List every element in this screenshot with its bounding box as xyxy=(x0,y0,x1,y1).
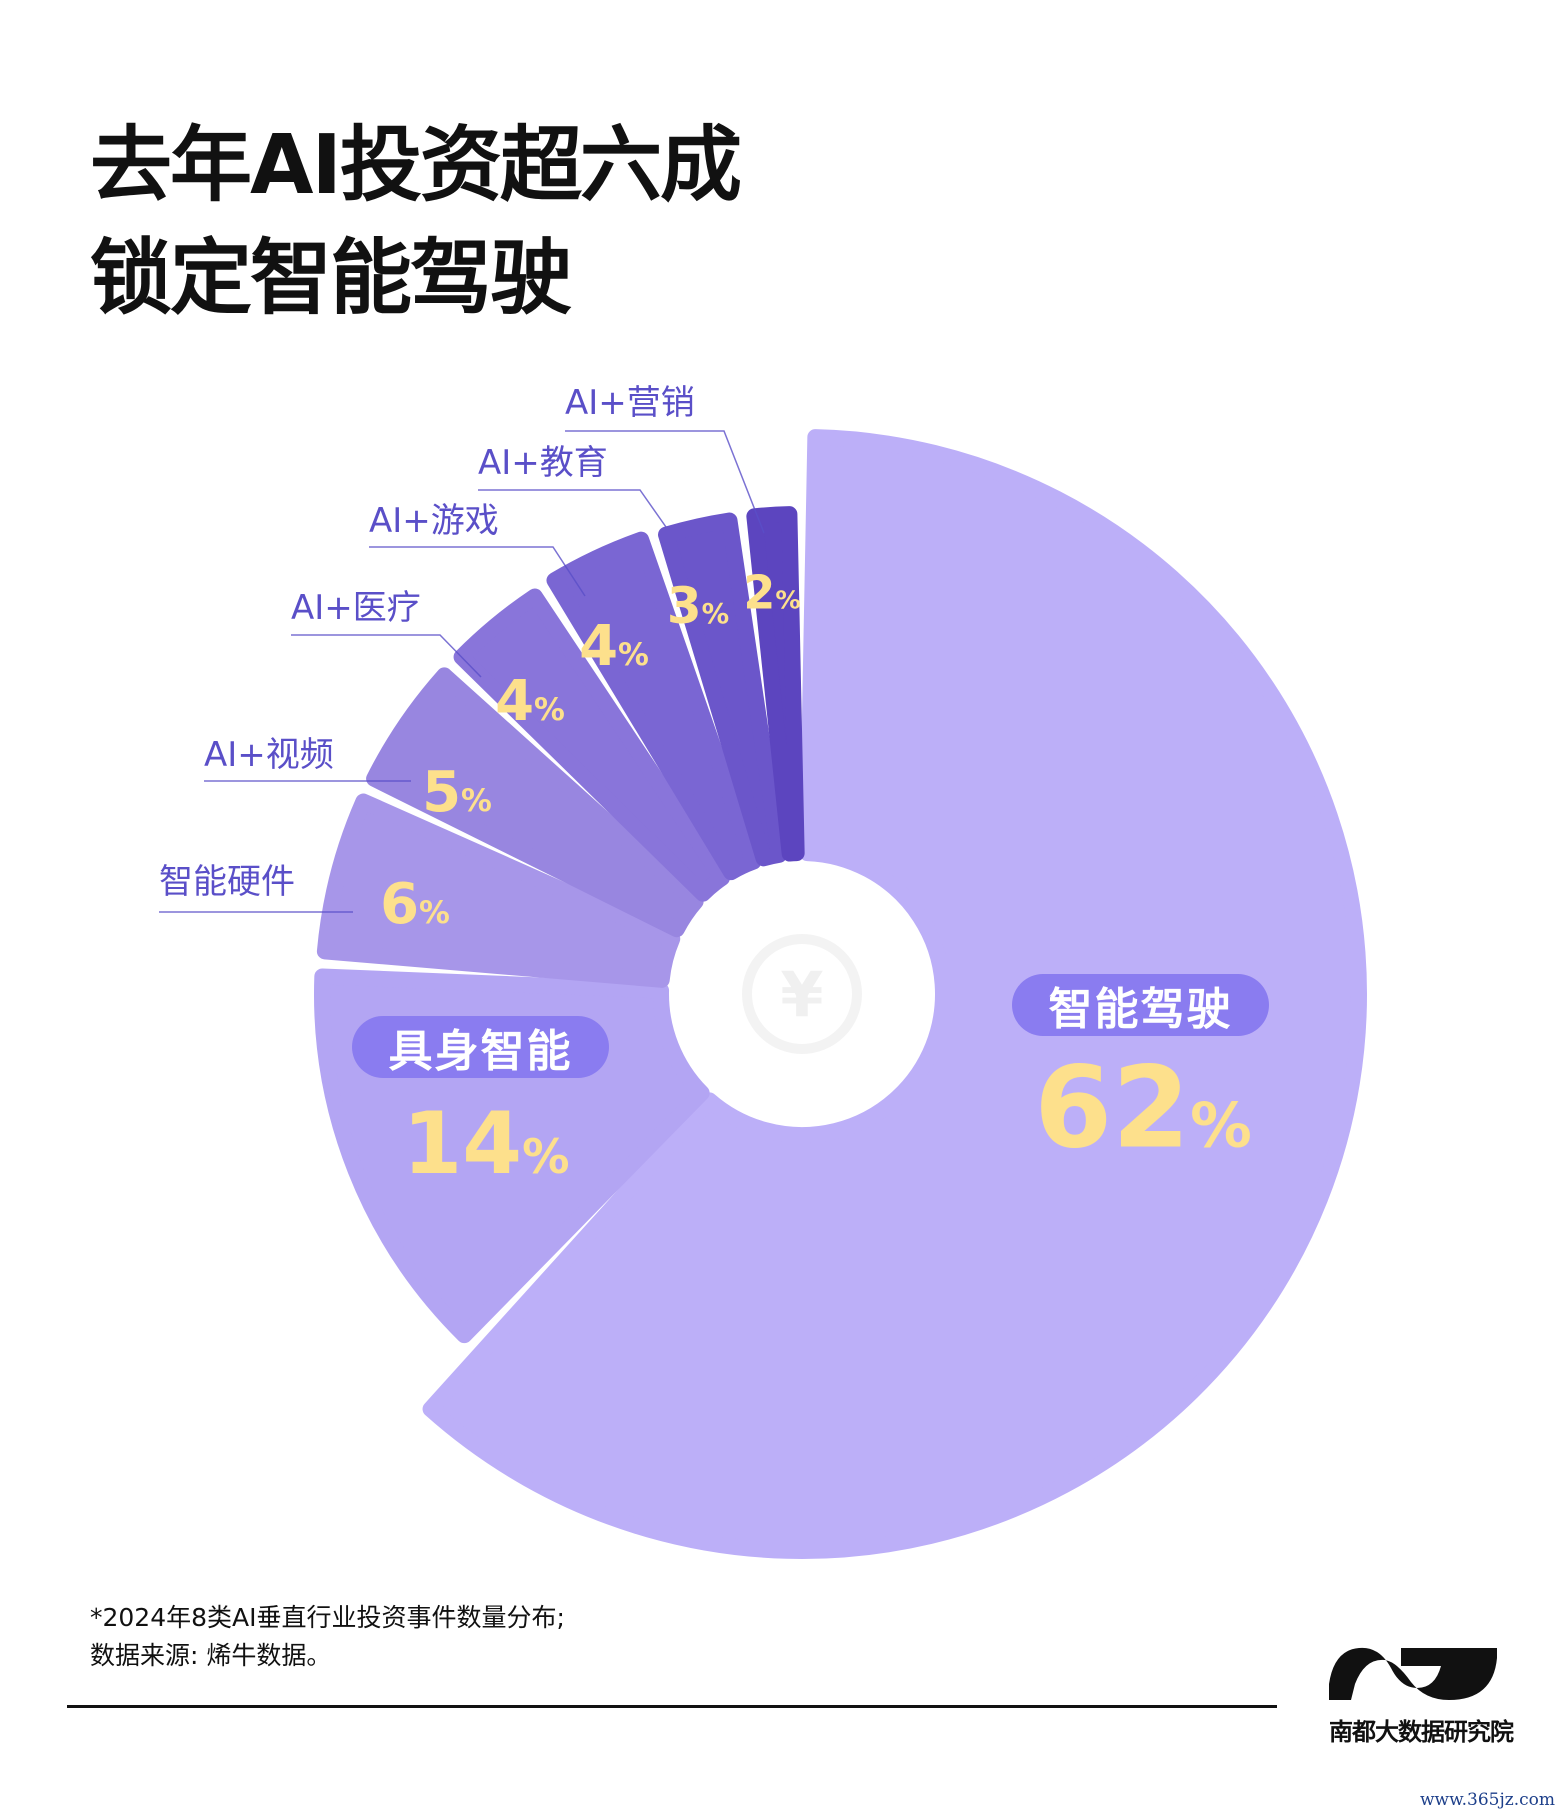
logo: 南都大数据研究院 xyxy=(1329,1644,1514,1747)
category-label-education: AI+教育 xyxy=(478,443,608,483)
logo-text: 南都大数据研究院 xyxy=(1329,1718,1514,1746)
footnote-line-1: *2024年8类AI垂直行业投资事件数量分布; xyxy=(90,1603,565,1632)
slice-video xyxy=(366,667,704,938)
percent-label-gaming: 4% xyxy=(579,614,649,679)
slice-autonomous-driving xyxy=(422,429,1367,1559)
pill-label-embodied-ai: 具身智能 xyxy=(352,1016,609,1078)
leader-line-gaming xyxy=(369,546,586,597)
leader-line-education xyxy=(478,489,667,528)
slice-hardware xyxy=(316,793,681,988)
title-line-1: 去年AI投资超六成 xyxy=(90,118,742,213)
percent-label-video: 5% xyxy=(422,760,492,825)
percent-label-hardware: 6% xyxy=(380,872,450,937)
percent-label-autonomous-driving: 62% xyxy=(1034,1043,1252,1173)
percent-label-marketing: 2% xyxy=(743,566,800,620)
category-label-video: AI+视频 xyxy=(204,735,334,775)
footnote-source: 数据来源: 烯牛数据。 xyxy=(90,1641,332,1670)
slice-gaming xyxy=(546,531,762,881)
leader-line-marketing xyxy=(565,430,765,534)
divider xyxy=(67,1705,1277,1708)
leader-line-medical xyxy=(291,634,482,678)
category-label-hardware: 智能硬件 xyxy=(159,862,295,902)
percent-label-education: 3% xyxy=(667,577,729,635)
pill-label-autonomous-driving: 智能驾驶 xyxy=(1012,974,1269,1036)
percent-label-embodied-ai: 14% xyxy=(402,1094,569,1194)
percent-label-medical: 4% xyxy=(495,669,565,734)
category-label-gaming: AI+游戏 xyxy=(369,501,499,541)
category-label-medical: AI+医疗 xyxy=(291,588,421,628)
slice-medical xyxy=(453,588,730,902)
watermark: www.365jz.com xyxy=(1420,1790,1555,1810)
slice-education xyxy=(658,512,788,867)
yuan-icon xyxy=(742,934,862,1054)
logo-wave-icon xyxy=(1329,1647,1497,1700)
yuan-icon-glyph: ¥ xyxy=(780,958,823,1031)
category-label-marketing: AI+营销 xyxy=(565,383,695,423)
title-line-2: 锁定智能驾驶 xyxy=(90,231,572,326)
